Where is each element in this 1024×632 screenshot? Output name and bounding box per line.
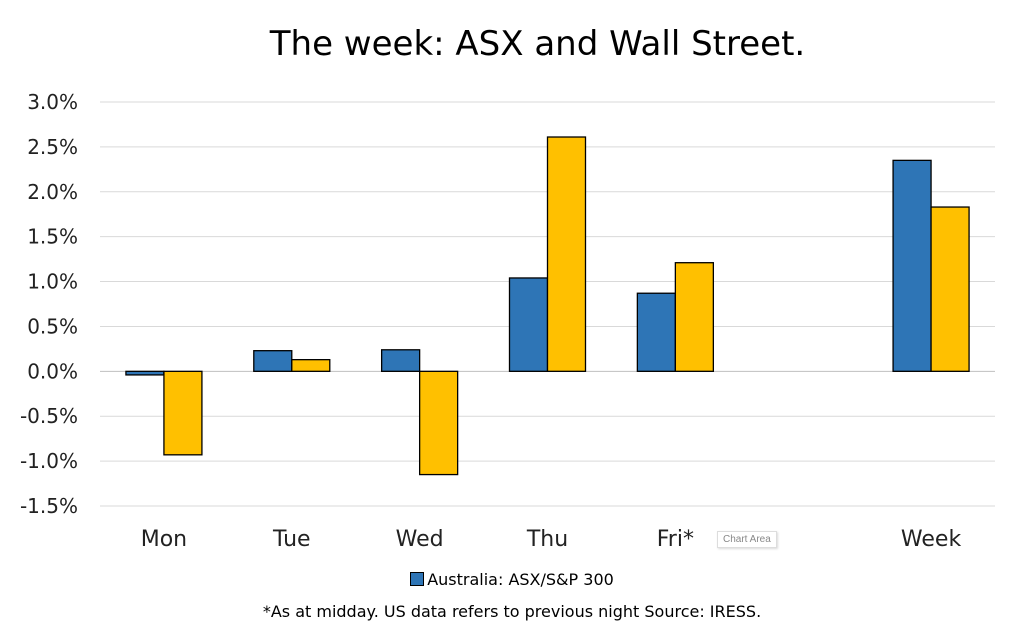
y-tick-label: 0.0% (27, 359, 78, 383)
x-category-label: Wed (396, 527, 444, 552)
y-tick-label: -1.5% (20, 494, 78, 518)
y-tick-label: 0.5% (27, 314, 78, 338)
y-tick-label: 1.5% (27, 225, 78, 249)
y-tick-label: 1.0% (27, 270, 78, 294)
bar (291, 359, 331, 372)
bar (163, 370, 203, 456)
x-category-label: Week (901, 527, 962, 552)
y-tick-label: -0.5% (20, 404, 78, 428)
y-tick-label: -1.0% (20, 449, 78, 473)
bar (674, 262, 715, 372)
bar (253, 350, 293, 372)
y-tick-label: 2.5% (27, 135, 78, 159)
bar (546, 136, 587, 372)
x-category-label: Thu (526, 527, 568, 552)
bar (380, 349, 421, 372)
legend-swatch-australia (410, 572, 425, 586)
y-tick-label: 3.0% (27, 90, 78, 114)
x-category-label: Tue (272, 527, 311, 552)
x-category-label: Mon (141, 527, 187, 552)
bar (508, 277, 549, 372)
bar (930, 206, 970, 372)
bar (636, 292, 677, 372)
chart-title: The week: ASX and Wall Street. (269, 24, 806, 64)
bar (892, 159, 932, 372)
bar (418, 370, 459, 476)
legend-label-australia: Australia: ASX/S&P 300 (427, 570, 614, 589)
chart-area-tooltip: Chart Area (717, 531, 777, 548)
x-category-label: Fri* (657, 527, 694, 552)
y-tick-label: 2.0% (27, 180, 78, 204)
bar (125, 370, 165, 376)
legend: Australia: ASX/S&P 300 (0, 570, 1024, 589)
footnote: *As at midday. US data refers to previou… (262, 602, 762, 621)
